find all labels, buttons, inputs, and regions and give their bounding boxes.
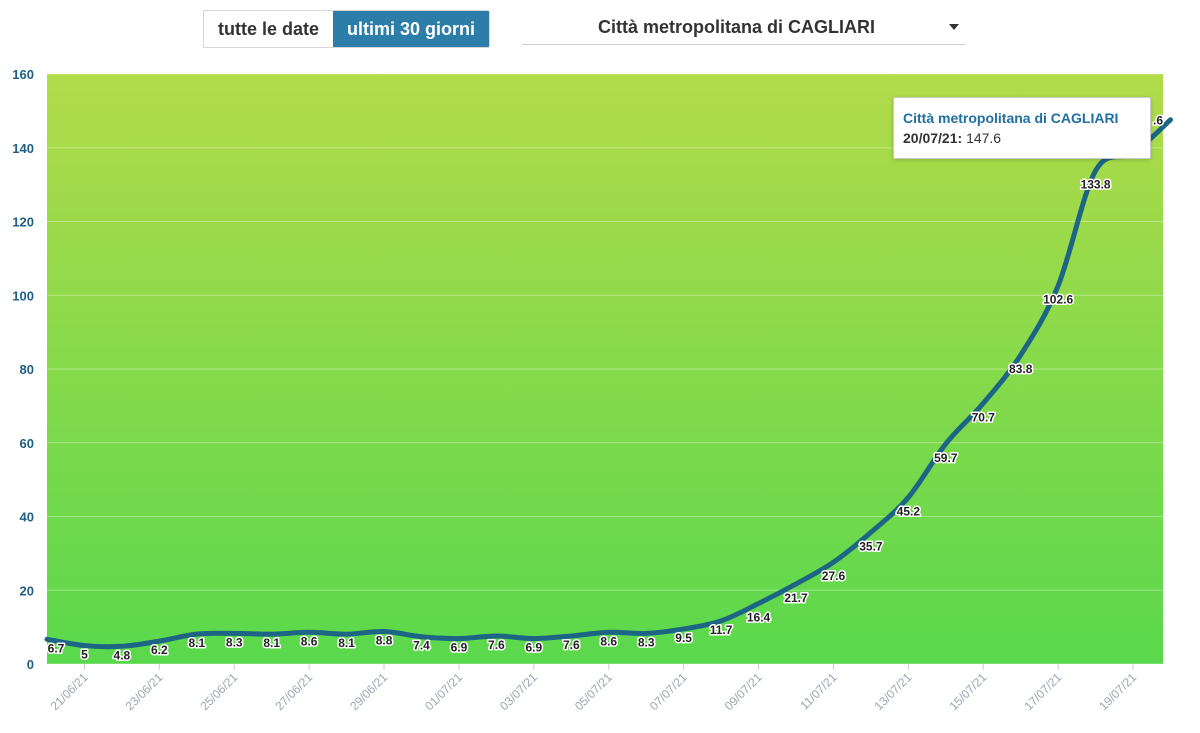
data-label: 7.6 <box>563 638 580 652</box>
data-label: 6.9 <box>451 641 468 655</box>
x-tick-label: 05/07/21 <box>572 670 615 713</box>
y-tick-label: 160 <box>12 67 34 82</box>
data-label: 70.7 <box>972 410 996 424</box>
x-tick-label: 19/07/21 <box>1096 670 1139 713</box>
data-label: 83.8 <box>1009 362 1033 376</box>
x-tick-label: 23/06/21 <box>123 670 166 713</box>
data-label: 35.7 <box>859 539 883 553</box>
x-tick-label: 13/07/21 <box>872 670 915 713</box>
data-label: 11.7 <box>710 623 733 637</box>
series-line[interactable] <box>44 117 1173 650</box>
data-label: 7.4 <box>413 639 430 653</box>
y-tick-label: 140 <box>12 141 34 156</box>
data-label: 8.3 <box>638 635 655 649</box>
data-label: 8.1 <box>263 636 280 650</box>
data-label: 133.8 <box>1081 178 1111 192</box>
x-tick-label: 01/07/21 <box>422 670 465 713</box>
data-label: 16.4 <box>747 611 771 625</box>
chevron-down-icon <box>949 24 959 30</box>
y-tick-label: 120 <box>12 215 34 230</box>
data-label: 8.3 <box>226 635 243 649</box>
data-label: 8.8 <box>376 634 393 648</box>
data-label: 6.2 <box>151 643 168 657</box>
tooltip-series-name: Città metropolitana di CAGLIARI <box>903 110 1119 126</box>
y-tick-label: 60 <box>20 436 34 451</box>
data-label: 102.6 <box>1043 293 1073 307</box>
data-label: 21.7 <box>784 591 808 605</box>
last-30-days-button[interactable]: ultimi 30 giorni <box>333 11 490 47</box>
data-label: 8.6 <box>600 634 617 648</box>
data-label: 6.9 <box>526 641 543 655</box>
y-tick-label: 20 <box>20 583 34 598</box>
x-tick-label: 11/07/21 <box>797 670 840 713</box>
tooltip-value: 147.6 <box>966 130 1002 146</box>
data-label: 59.7 <box>934 451 958 465</box>
x-tick-label: 21/06/21 <box>48 670 91 713</box>
x-tick-label: 15/07/21 <box>946 670 989 713</box>
plot-background <box>47 74 1163 664</box>
y-tick-label: 0 <box>27 657 34 672</box>
data-label: .6 <box>1153 114 1163 128</box>
y-tick-label: 40 <box>20 510 34 525</box>
all-dates-button[interactable]: tutte le date <box>204 11 334 47</box>
data-label: 8.6 <box>301 634 318 648</box>
data-label: 5 <box>81 648 88 662</box>
data-label: 8.1 <box>188 636 205 650</box>
date-range-toggle: tutte le date ultimi 30 giorni <box>203 10 491 48</box>
x-tick-label: 29/06/21 <box>347 670 390 713</box>
x-tick-label: 27/06/21 <box>272 670 315 713</box>
data-label: 6.7 <box>48 641 65 655</box>
area-select[interactable]: Città metropolitana di CAGLIARI <box>522 10 965 45</box>
x-tick-label: 17/07/21 <box>1021 670 1064 713</box>
data-label: 45.2 <box>897 504 921 518</box>
tooltip-row: 20/07/21: 147.6 <box>903 128 1140 148</box>
y-tick-label: 80 <box>20 362 34 377</box>
tooltip-date: 20/07/21: <box>903 130 963 146</box>
data-label: 7.6 <box>488 638 505 652</box>
data-label: 4.8 <box>114 648 131 662</box>
data-label: 9.5 <box>675 631 692 645</box>
x-tick-label: 07/07/21 <box>647 670 690 713</box>
x-tick-label: 25/06/21 <box>197 670 240 713</box>
y-tick-label: 100 <box>12 288 34 303</box>
data-label: 8.1 <box>338 636 355 650</box>
area-select-value: Città metropolitana di CAGLIARI <box>597 16 875 37</box>
data-label: 27.6 <box>822 569 846 583</box>
tooltip: Città metropolitana di CAGLIARI 20/07/21… <box>893 97 1151 159</box>
x-tick-label: 09/07/21 <box>722 670 765 713</box>
x-tick-label: 03/07/21 <box>497 670 540 713</box>
